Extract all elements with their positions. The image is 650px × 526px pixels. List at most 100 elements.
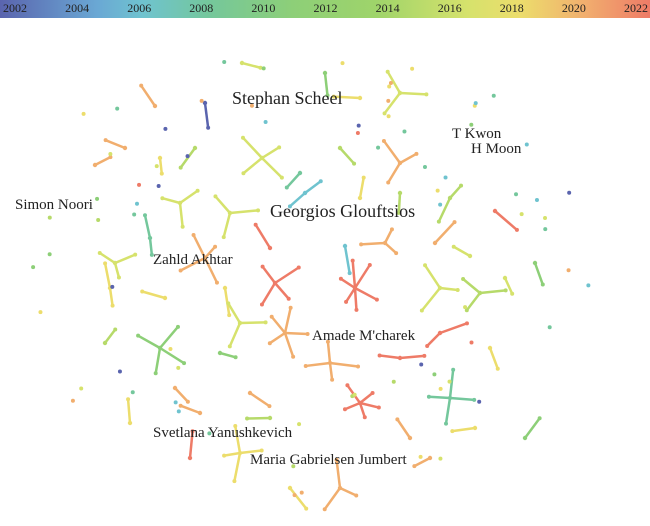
edge xyxy=(159,346,185,365)
node xyxy=(432,240,438,246)
node xyxy=(322,507,327,512)
node xyxy=(279,175,284,180)
node xyxy=(190,429,195,434)
node xyxy=(455,287,460,292)
node xyxy=(427,455,433,461)
node xyxy=(47,215,52,220)
node xyxy=(359,242,364,247)
edge xyxy=(399,354,425,360)
edge xyxy=(285,172,301,189)
edge xyxy=(222,212,232,238)
node xyxy=(95,196,100,201)
edge xyxy=(180,256,206,272)
edge xyxy=(289,192,306,208)
node xyxy=(337,145,343,151)
edge xyxy=(229,209,259,215)
edge xyxy=(444,397,452,424)
node xyxy=(296,265,301,270)
node xyxy=(438,386,443,391)
edge xyxy=(126,399,132,424)
node xyxy=(237,320,243,326)
node xyxy=(113,327,118,332)
node xyxy=(345,383,350,388)
node xyxy=(103,261,108,266)
node xyxy=(237,450,243,456)
node xyxy=(233,424,238,429)
edge xyxy=(105,139,126,150)
node xyxy=(202,100,208,106)
edge xyxy=(269,331,286,345)
node xyxy=(163,126,168,131)
edge xyxy=(94,156,112,167)
edge xyxy=(114,253,136,265)
edge xyxy=(113,262,121,278)
node xyxy=(149,252,154,257)
node xyxy=(122,145,128,151)
node xyxy=(357,195,363,201)
node xyxy=(463,305,468,310)
edge xyxy=(203,257,219,284)
node xyxy=(297,422,302,427)
node xyxy=(424,92,429,97)
node xyxy=(206,125,211,130)
edge xyxy=(353,287,358,311)
node xyxy=(154,164,159,169)
node xyxy=(191,233,196,238)
node xyxy=(116,275,121,280)
edge xyxy=(339,486,357,497)
node xyxy=(185,154,190,159)
node xyxy=(112,260,118,266)
node xyxy=(259,448,264,453)
edge xyxy=(270,315,286,334)
edge xyxy=(359,392,374,404)
node xyxy=(156,184,161,189)
author-label: H Moon xyxy=(471,141,522,157)
edge xyxy=(284,331,308,336)
node xyxy=(247,390,253,396)
node xyxy=(503,288,508,293)
year-label: 2020 xyxy=(561,1,586,15)
node xyxy=(447,395,453,401)
node xyxy=(342,243,348,249)
node xyxy=(157,155,163,161)
node xyxy=(70,398,75,403)
node xyxy=(382,111,387,116)
node xyxy=(396,210,401,215)
node xyxy=(423,263,428,268)
node xyxy=(240,135,245,140)
node xyxy=(282,330,288,336)
node xyxy=(322,70,328,76)
node xyxy=(325,339,330,344)
edge xyxy=(254,224,272,249)
node xyxy=(354,493,359,498)
node xyxy=(291,464,296,469)
year-label: 2012 xyxy=(313,1,338,15)
edge xyxy=(437,197,452,223)
node xyxy=(385,69,390,74)
edge xyxy=(533,262,544,285)
node xyxy=(259,302,264,307)
edge xyxy=(239,449,262,455)
node xyxy=(259,155,265,161)
year-label: 2006 xyxy=(127,1,152,15)
node xyxy=(352,285,358,291)
node xyxy=(437,285,443,291)
node xyxy=(233,355,238,360)
node xyxy=(469,122,474,127)
edge xyxy=(386,71,402,94)
node xyxy=(514,227,519,232)
node xyxy=(159,171,164,176)
node xyxy=(303,363,308,368)
node xyxy=(258,65,263,70)
node xyxy=(38,310,43,315)
node xyxy=(160,196,165,201)
node xyxy=(361,175,366,180)
edge xyxy=(379,354,401,360)
node xyxy=(330,377,335,382)
edge xyxy=(420,287,441,312)
node xyxy=(412,464,417,469)
node xyxy=(287,204,292,209)
author-label: Svetlana Yanushkevich xyxy=(153,425,293,441)
node xyxy=(397,355,403,361)
node xyxy=(437,330,443,336)
